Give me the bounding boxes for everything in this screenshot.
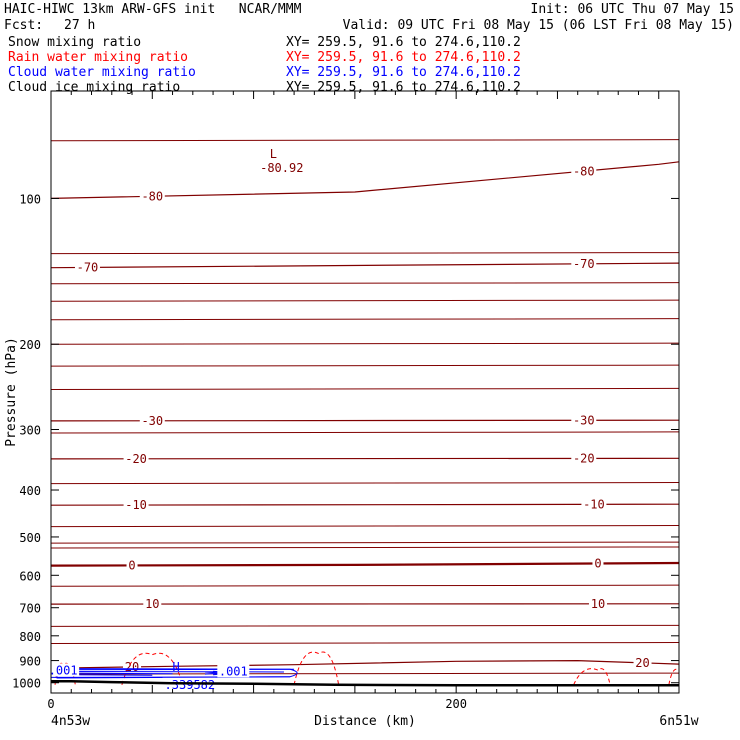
low-marker: L [270, 147, 277, 161]
isotherm-label: -70 [573, 257, 595, 271]
isotherm-label: 10 [591, 597, 605, 611]
isotherm-label: -30 [573, 413, 595, 427]
isotherm-line [50, 364, 680, 367]
isotherm--80 [50, 161, 680, 199]
isotherm-line [50, 387, 680, 390]
terrain-line [51, 680, 679, 687]
field-rain-xy: XY= 259.5, 91.6 to 274.6,110.2 [286, 50, 521, 65]
x-axis-title: Distance (km) [314, 714, 416, 729]
right-endpoint: 6n51w [659, 714, 698, 729]
isotherm-label-bg [571, 256, 597, 270]
isotherm-label-bg [581, 497, 607, 511]
rain-contour [573, 668, 611, 686]
isotherm-line [50, 318, 680, 321]
isotherm-label-bg [571, 413, 597, 427]
isotherm-line [50, 624, 680, 627]
isotherm-line [50, 641, 680, 645]
isotherm-label-bg [571, 164, 597, 178]
isotherm--10 [50, 503, 680, 506]
isotherm-line [50, 299, 680, 302]
y-tick-label: 200 [19, 338, 41, 352]
forecast-label: Fcst: [4, 18, 44, 33]
isotherm-line [50, 541, 680, 544]
field-rain-name: Rain water mixing ratio [8, 50, 189, 65]
plot-title: HAIC-HIWC 13km ARW-GFS init NCAR/MMM [4, 2, 302, 17]
field-snow-name: Snow mixing ratio [8, 35, 142, 50]
isotherm-label: -10 [125, 498, 147, 512]
isotherm-label: 0 [594, 556, 601, 570]
isotherm-label-bg [633, 655, 652, 669]
isotherm-label-bg [588, 596, 607, 610]
isotherm-label: 10 [145, 597, 159, 611]
isotherm-label-bg [123, 498, 149, 512]
cloud-water-label-bg [47, 663, 80, 677]
isotherm-line [50, 584, 680, 587]
cloud-water-contour [56, 668, 298, 679]
isotherm-label-bg [123, 451, 149, 465]
isotherm-label-bg [143, 597, 162, 611]
isotherm-label: -10 [583, 497, 605, 511]
y-axis-title: Pressure (hPa) [4, 337, 19, 447]
isotherm-label: -80 [573, 164, 595, 178]
isotherm-label-bg [139, 413, 165, 427]
init-time: Init: 06 UTC Thu 07 May 15 [530, 2, 735, 17]
isotherm-line [50, 482, 680, 485]
isotherm-label: 0 [128, 558, 135, 572]
isotherm-0 [50, 561, 680, 567]
left-endpoint: 4n53w [51, 714, 90, 729]
y-tick-label: 400 [19, 484, 41, 498]
high-marker: H [173, 660, 180, 674]
isotherm-label: -70 [77, 260, 99, 274]
field-snow-xy: XY= 259.5, 91.6 to 274.6,110.2 [286, 35, 521, 50]
isotherm-line [50, 546, 680, 549]
y-tick-label: 1000 [12, 677, 41, 691]
y-tick-label: 300 [19, 424, 41, 438]
isotherm-label: 20 [125, 660, 139, 674]
y-tick-label: 900 [19, 655, 41, 669]
isotherm-label: -20 [573, 451, 595, 465]
isotherm-20 [50, 659, 680, 669]
y-tick-label: 700 [19, 602, 41, 616]
rain-contour [121, 652, 184, 685]
isotherm-label: -20 [125, 452, 147, 466]
x-tick-label: 200 [445, 697, 467, 711]
isotherm-line [50, 342, 680, 345]
y-tick-label: 500 [19, 531, 41, 545]
high-value: .339582 [165, 678, 216, 692]
cloud-water-label-bg [217, 664, 250, 678]
isotherm-line [50, 431, 680, 434]
x-tick-label: 0 [47, 697, 54, 711]
isotherm-line [50, 282, 680, 285]
isotherm-label: -80 [141, 189, 163, 203]
forecast-hour: 27 h [64, 18, 96, 33]
isotherm-label-bg [571, 451, 597, 465]
isotherm-label: -30 [141, 414, 163, 428]
y-tick-label: 100 [19, 192, 41, 206]
plot-frame [50, 90, 680, 694]
valid-time: Valid: 09 UTC Fri 08 May 15 (06 LST Fri … [342, 18, 734, 33]
low-value: -80.92 [260, 161, 303, 175]
cloud-water-label: .001 [219, 664, 248, 678]
isotherm-label-bg [74, 260, 100, 274]
field-cloudwater-name: Cloud water mixing ratio [8, 65, 196, 80]
isotherm-label: 20 [635, 656, 649, 670]
isotherm-label-bg [139, 189, 165, 203]
y-tick-label: 600 [19, 569, 41, 583]
isotherm-label-bg [592, 556, 604, 570]
rain-contour [293, 651, 340, 685]
isotherm-label-bg [126, 558, 138, 572]
y-tick-label: 800 [19, 630, 41, 644]
low-value-bg [258, 161, 305, 175]
isotherm-line [50, 139, 680, 142]
cloud-water-label: .001 [49, 663, 78, 677]
isotherm-line [50, 252, 680, 255]
field-cloudwater-xy: XY= 259.5, 91.6 to 274.6,110.2 [286, 65, 521, 80]
isotherm-line [50, 525, 680, 528]
